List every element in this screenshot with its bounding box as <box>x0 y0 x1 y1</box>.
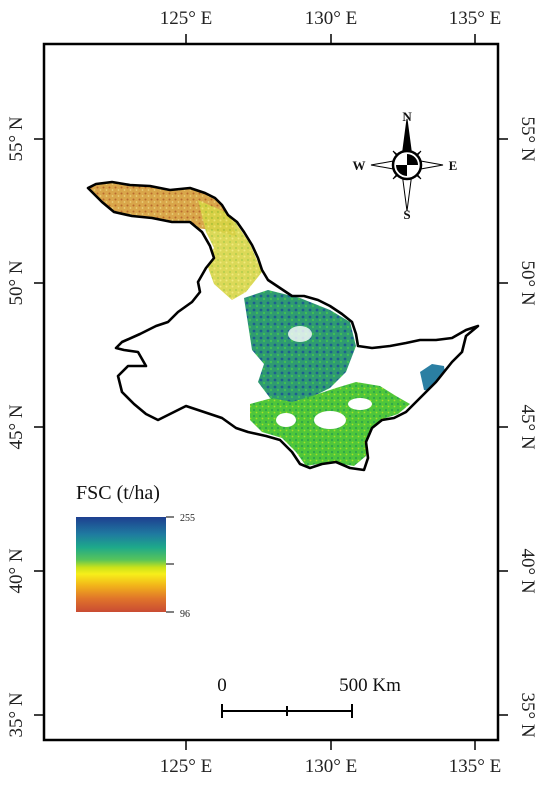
legend-title: FSC (t/ha) <box>76 482 160 504</box>
scale-end-label: 500 Km <box>339 675 401 696</box>
lat-label-left-35: 35° N <box>6 692 27 737</box>
fsc-region-north <box>88 182 236 236</box>
lon-label-bottom-125: 125° E <box>160 756 212 777</box>
lat-label-left-45: 45° N <box>6 404 27 449</box>
frame-ticks <box>34 34 508 750</box>
lon-label-top-125: 125° E <box>160 8 212 29</box>
lat-label-right-50: 50° N <box>517 260 538 305</box>
compass-label-south: S <box>403 207 410 222</box>
lon-label-top-130: 130° E <box>305 8 357 29</box>
lon-label-bottom-135: 135° E <box>449 756 501 777</box>
legend-min-label: 96 <box>180 609 190 620</box>
fsc-region-yellow <box>198 200 262 300</box>
scale-bar: 0 500 Km <box>217 675 401 718</box>
compass-label-north: N <box>402 109 412 124</box>
compass-label-east: E <box>449 158 458 173</box>
lat-label-left-55: 55° N <box>6 116 27 161</box>
lat-label-right-45: 45° N <box>517 404 538 449</box>
scale-start-label: 0 <box>217 675 227 696</box>
lon-label-top-135: 135° E <box>449 8 501 29</box>
lat-label-right-55: 55° N <box>517 116 538 161</box>
compass-label-west: W <box>353 158 366 173</box>
compass-rose: N S W E <box>353 109 458 222</box>
legend: FSC (t/ha) 255 96 <box>76 482 195 620</box>
lon-label-bottom-130: 130° E <box>305 756 357 777</box>
lat-label-right-40: 40° N <box>517 548 538 593</box>
lat-label-left-50: 50° N <box>6 260 27 305</box>
lat-label-left-40: 40° N <box>6 548 27 593</box>
legend-max-label: 255 <box>180 513 195 524</box>
legend-color-ramp <box>76 517 166 612</box>
lat-label-right-35: 35° N <box>517 692 538 737</box>
fsc-region-forest <box>244 290 356 404</box>
